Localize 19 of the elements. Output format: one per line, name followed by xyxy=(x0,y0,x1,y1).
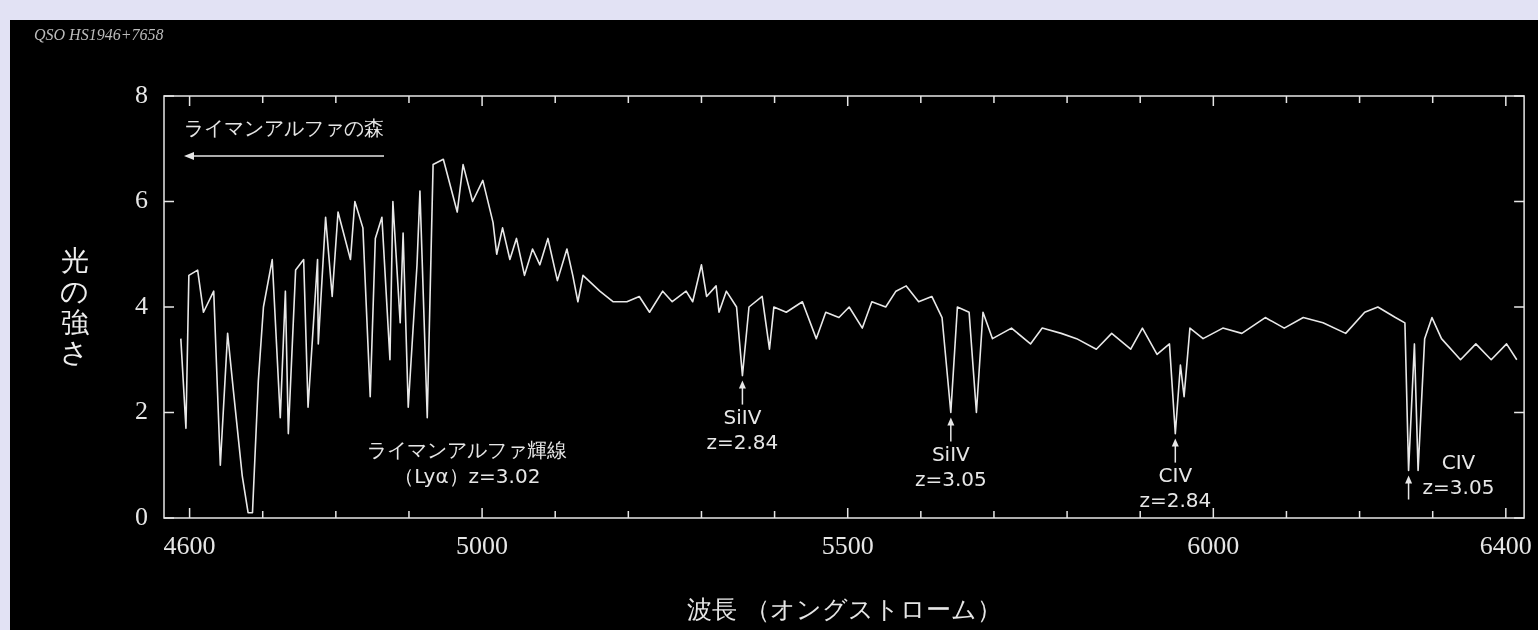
x-tick-label: 6400 xyxy=(1479,531,1532,561)
y-tick-label: 6 xyxy=(135,185,148,215)
y-axis-title: 光の強さ xyxy=(60,244,89,370)
annotation: SiIV z=2.84 xyxy=(706,404,779,454)
annotation: ライマンアルファ輝線（Lyα）z=3.02 xyxy=(367,438,568,489)
x-tick-label: 6000 xyxy=(1187,531,1240,561)
y-tick-label: 2 xyxy=(135,396,148,426)
annotation: SiIV z=3.05 xyxy=(914,441,987,491)
chart-title: QSO HS1946+7658 xyxy=(34,26,164,44)
x-axis-title: 波長 （オングストローム） xyxy=(686,594,1002,624)
x-tick-label: 5000 xyxy=(456,531,509,561)
annotation: CIV z=3.05 xyxy=(1422,449,1495,499)
y-tick-label: 4 xyxy=(135,290,148,320)
x-tick-label: 4600 xyxy=(163,531,216,561)
x-tick-label: 5500 xyxy=(821,531,874,561)
annotation: CIV z=2.84 xyxy=(1139,462,1212,512)
annotation: ライマンアルファの森 xyxy=(184,116,384,141)
y-tick-label: 0 xyxy=(135,501,148,531)
y-tick-label: 8 xyxy=(135,79,148,109)
